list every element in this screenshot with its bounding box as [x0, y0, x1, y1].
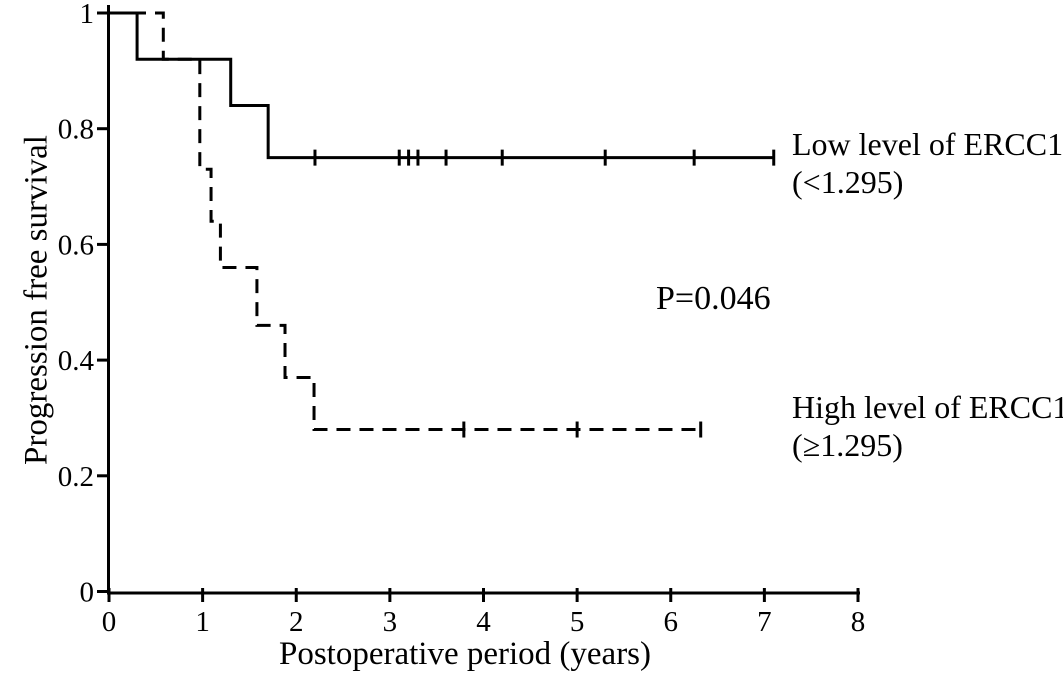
y-tick-label: 0 [80, 577, 95, 609]
x-tick-label: 4 [476, 606, 491, 638]
x-tick-label: 3 [383, 606, 398, 638]
y-tick-label: 0.6 [58, 229, 94, 261]
y-tick-label: 0.4 [58, 345, 95, 377]
x-axis-title: Postoperative period (years) [278, 636, 652, 672]
x-tick-label: 2 [289, 606, 304, 638]
legend-high-ercc1: High level of ERCC1 (≥1.295) [792, 388, 1063, 464]
series-line-high-ercc1 [109, 11, 701, 432]
x-tick-label: 0 [102, 606, 117, 638]
y-axis-title: Progression free survival [18, 135, 55, 465]
x-tick-label: 1 [195, 606, 210, 638]
legend-high-line2: (≥1.295) [792, 427, 903, 463]
x-tick-label: 6 [664, 606, 679, 638]
series-line-low-ercc1 [109, 11, 774, 160]
legend-low-ercc1: Low level of ERCC1 (<1.295) [792, 125, 1063, 201]
x-tick-label: 5 [570, 606, 585, 638]
y-tick-label: 0.8 [58, 114, 94, 146]
x-tick-label: 8 [851, 606, 866, 638]
y-tick-label: 0.2 [58, 461, 94, 493]
legend-low-line2: (<1.295) [792, 164, 904, 200]
y-tick-label: 1 [80, 0, 95, 30]
legend-low-line1: Low level of ERCC1 [792, 126, 1063, 162]
p-value-annotation: P=0.046 [656, 280, 771, 317]
legend-high-line1: High level of ERCC1 [792, 389, 1063, 425]
x-tick-label: 7 [757, 606, 772, 638]
